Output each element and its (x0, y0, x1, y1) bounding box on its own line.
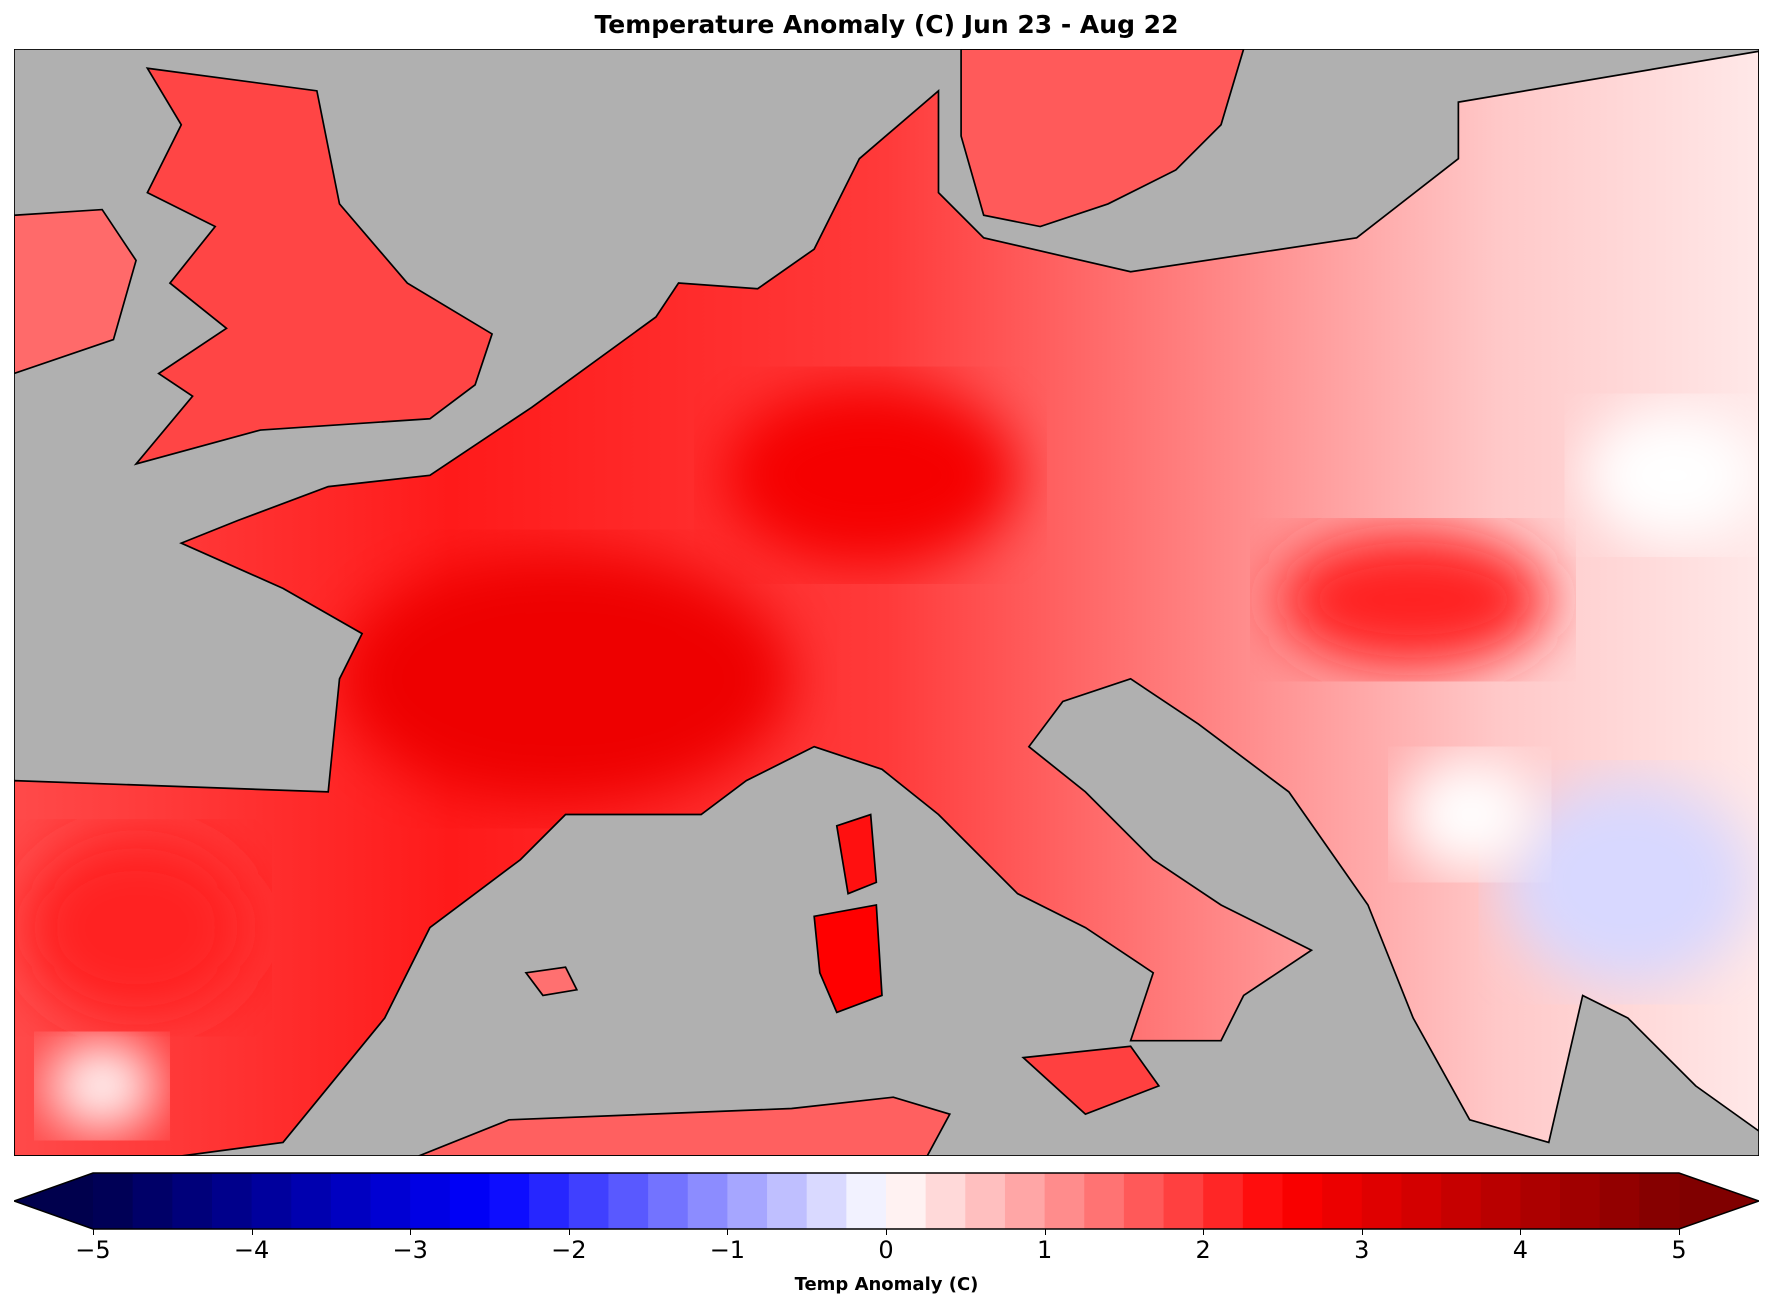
map-plot-area (14, 49, 1759, 1156)
colorbar-band (1163, 1173, 1204, 1229)
land-continent-outline (14, 50, 1759, 1156)
colorbar-extend-low (14, 1173, 93, 1229)
colorbar-band (806, 1173, 847, 1229)
colorbar-tick-mark (251, 1229, 253, 1235)
colorbar-band (172, 1173, 213, 1229)
colorbar-tick-mark (93, 1229, 94, 1235)
colorbar-band (330, 1173, 372, 1229)
colorbar-tick-mark (410, 1229, 412, 1235)
colorbar-band (291, 1173, 332, 1229)
colorbar-band (608, 1173, 649, 1229)
colorbar-band (1044, 1173, 1085, 1229)
colorbar-band (1480, 1173, 1521, 1229)
colorbar-tick-label: 1 (1036, 1236, 1053, 1264)
colorbar-tick-mark (568, 1229, 570, 1235)
colorbar-label: Temp Anomaly (C) (794, 1274, 979, 1295)
colorbar-band (1282, 1173, 1323, 1229)
colorbar-band (1084, 1173, 1125, 1229)
colorbar-band (1401, 1173, 1442, 1229)
colorbar-band (1004, 1173, 1046, 1229)
land-mallorca (524, 966, 579, 997)
colorbar-band (211, 1173, 253, 1229)
chart-title: Temperature Anomaly (C) Jun 23 - Aug 22 (594, 10, 1179, 39)
colorbar-tick-label: 5 (1671, 1236, 1687, 1264)
colorbar-band (767, 1173, 808, 1229)
colorbar-band (727, 1173, 768, 1229)
land-continent (14, 51, 1759, 1156)
colorbar-band (687, 1173, 728, 1229)
colorbar-band (529, 1173, 570, 1229)
colorbar-band (846, 1173, 887, 1229)
colorbar-tick-label: −5 (75, 1236, 111, 1264)
colorbar-tick-label: 2 (1195, 1236, 1211, 1264)
colorbar-tick-label: −4 (233, 1236, 270, 1264)
colorbar-band (965, 1173, 1006, 1229)
colorbar-band (489, 1173, 530, 1229)
colorbar-tick-label: 3 (1354, 1236, 1370, 1264)
colorbar-band (370, 1173, 411, 1229)
anomaly-hotspots (23, 384, 1759, 1132)
colorbar-band (93, 1173, 134, 1229)
colorbar-tick-label: −3 (392, 1236, 428, 1264)
colorbar-tick-mark (1520, 1229, 1522, 1235)
land-sardinia (813, 903, 883, 1014)
colorbar-band (1639, 1173, 1680, 1229)
colorbar-tick-label: 0 (878, 1236, 894, 1264)
land-ireland (14, 208, 137, 375)
colorbar-band (1441, 1173, 1482, 1229)
colorbar-tick-mark (1361, 1229, 1363, 1235)
colorbar-band (410, 1173, 451, 1229)
land-sicily (1021, 1045, 1161, 1116)
colorbar-band (648, 1173, 689, 1229)
land-north-africa (418, 1096, 952, 1156)
land-scandinavia (960, 49, 1245, 228)
colorbar-band (1599, 1173, 1640, 1229)
colorbar (14, 1172, 1759, 1230)
colorbar-band (1520, 1173, 1561, 1229)
colorbar-band (1242, 1173, 1284, 1229)
colorbar-tick-mark (886, 1229, 887, 1235)
colorbar-band (1361, 1173, 1403, 1229)
colorbar-band (568, 1173, 610, 1229)
colorbar-tick-mark (1044, 1229, 1046, 1235)
colorbar-band (132, 1173, 173, 1229)
colorbar-tick-label: −1 (709, 1236, 746, 1264)
colorbar-band (449, 1173, 491, 1229)
colorbar-band (251, 1173, 292, 1229)
colorbar-band (1560, 1173, 1601, 1229)
land-corsica (835, 813, 878, 895)
colorbar-tick-mark (1679, 1229, 1680, 1235)
colorbar-band (1203, 1173, 1244, 1229)
colorbar-band (886, 1173, 927, 1229)
colorbar-band (1322, 1173, 1363, 1229)
colorbar-tick-mark (727, 1229, 729, 1235)
colorbar-tick-mark (1203, 1229, 1205, 1235)
colorbar-tick-label: −2 (551, 1236, 587, 1264)
colorbar-extend-high (1679, 1173, 1759, 1229)
colorbar-tick-label: 4 (1512, 1236, 1529, 1264)
colorbar-band (925, 1173, 966, 1229)
colorbar-band (1123, 1173, 1165, 1229)
land-great-britain (133, 67, 494, 466)
